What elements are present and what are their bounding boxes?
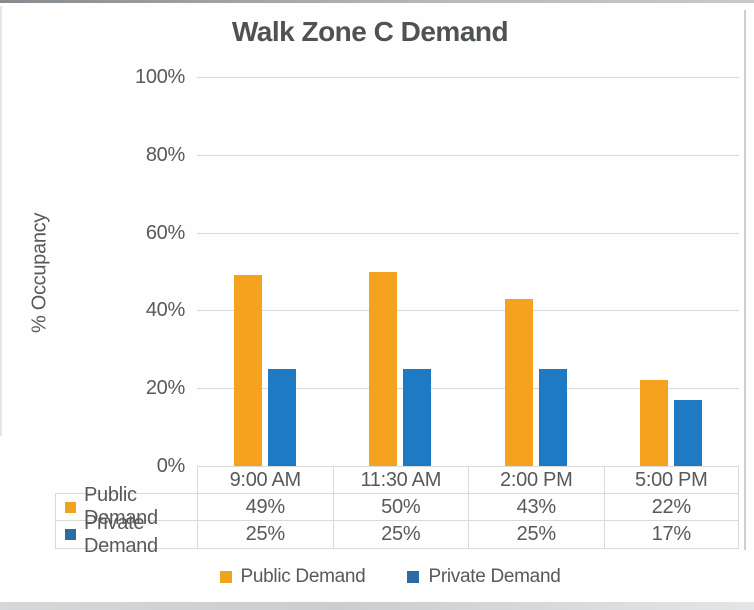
- table-header-cell: 5:00 PM: [603, 466, 739, 494]
- series-label-text: Public Demand: [84, 484, 158, 529]
- gridline: [197, 232, 739, 234]
- table-value-cell: 22%: [603, 494, 739, 521]
- bar-private-demand: [267, 368, 296, 466]
- frame-edge-bottom: [0, 602, 754, 610]
- chart-title: Walk Zone C Demand: [231, 16, 509, 47]
- legend-item-label: Private Demand: [428, 566, 561, 587]
- y-tick-label: 40%: [145, 299, 185, 322]
- bar-private-demand: [674, 399, 703, 466]
- bar-private-demand: [403, 368, 432, 466]
- plot-area: [197, 77, 739, 467]
- y-tick-label: 60%: [145, 221, 185, 244]
- legend-key-swatch: [219, 571, 232, 583]
- legend-item-label: Public Demand: [240, 566, 366, 587]
- table-value-cell: 49%: [197, 494, 333, 521]
- table-value-cell: 50%: [332, 494, 468, 521]
- bar-public-demand: [640, 380, 669, 466]
- y-axis-title: % Occupancy: [28, 212, 51, 334]
- frame-edge-right: [744, 10, 746, 550]
- table-value-cell: 25%: [197, 521, 333, 549]
- series-label-text: Private Demand: [84, 511, 158, 557]
- frame-edge-left: [0, 6, 2, 436]
- gridline: [197, 388, 739, 390]
- table-value-cell: 43%: [468, 494, 604, 521]
- y-tick-label: 100%: [135, 66, 185, 88]
- legend-item: Private Demand: [407, 566, 561, 588]
- gridline: [197, 154, 739, 156]
- legend: Public Demand Private Demand: [26, 566, 754, 588]
- bar-public-demand: [504, 298, 533, 466]
- legend-key-swatch: [407, 571, 420, 583]
- data-table: 9:00 AM 11:30 AM 2:00 PM 5:00 PM Public Dema…: [55, 466, 739, 557]
- frame-edge-top: [0, 0, 754, 3]
- table-corner-cell: [55, 466, 197, 494]
- table-header-cell: 2:00 PM: [468, 466, 604, 494]
- series-key-swatch: [65, 501, 76, 513]
- bar-public-demand: [369, 271, 398, 466]
- legend-item: Public Demand: [219, 566, 366, 588]
- table-header-cell: 11:30 AM: [332, 466, 468, 494]
- table-row-label: Public Demand: [55, 484, 197, 529]
- table-value-cell: 25%: [468, 521, 604, 549]
- table-row-label: Private Demand: [55, 512, 197, 557]
- table-value-cell: 17%: [603, 521, 739, 549]
- table-value-cell: 25%: [332, 521, 468, 549]
- bar-private-demand: [538, 368, 567, 466]
- y-tick-label: 20%: [145, 377, 185, 400]
- y-tick-label: 80%: [145, 143, 185, 166]
- bar-public-demand: [233, 275, 262, 466]
- y-tick-label: 0%: [156, 455, 186, 477]
- gridline: [197, 77, 739, 78]
- gridline: [197, 310, 739, 312]
- table-header-cell: 9:00 AM: [197, 466, 333, 494]
- series-key-swatch: [65, 529, 76, 540]
